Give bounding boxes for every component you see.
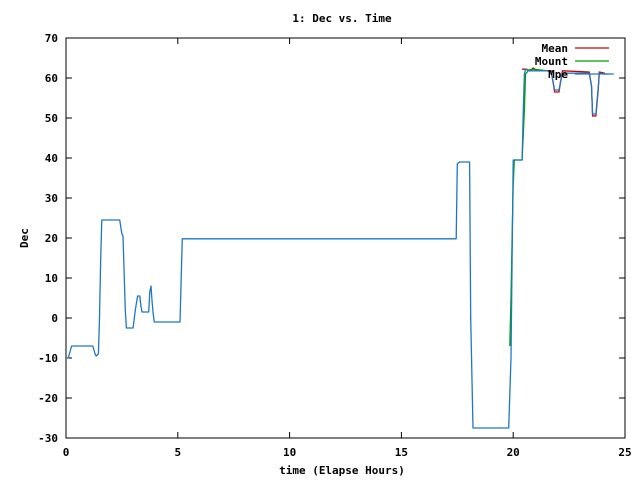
series-lines <box>66 67 614 429</box>
y-tick-label: -10 <box>38 352 58 365</box>
x-tick-label: 10 <box>283 446 296 459</box>
legend-label: Mount <box>535 55 568 68</box>
x-tick-label: 25 <box>618 446 631 459</box>
y-axis-label: Dec <box>18 228 31 248</box>
y-tick-label: 30 <box>45 192 58 205</box>
chart-title: 1: Dec vs. Time <box>292 12 392 25</box>
legend-label: Mpe <box>548 68 568 81</box>
series-line-mean <box>522 67 606 117</box>
y-tick-label: 50 <box>45 112 58 125</box>
y-tick-label: 0 <box>51 312 58 325</box>
x-tick-label: 20 <box>507 446 520 459</box>
axis-ticks: 0 5 10 15 20 25 -30 -20 -10 0 10 20 30 40 50 60 70 <box>38 32 632 459</box>
y-tick-label: 20 <box>45 232 58 245</box>
x-tick-label: 0 <box>63 446 70 459</box>
y-tick-label: 70 <box>45 32 58 45</box>
series-line-mpe <box>66 68 614 429</box>
plot-area-frame <box>65 37 626 439</box>
y-tick-label: 10 <box>45 272 58 285</box>
x-axis-label: time (Elapse Hours) <box>279 464 405 477</box>
y-tick-label: -20 <box>38 392 58 405</box>
y-tick-label: 60 <box>45 72 58 85</box>
x-tick-label: 15 <box>395 446 408 459</box>
y-tick-label: -30 <box>38 432 58 445</box>
x-tick-label: 5 <box>174 446 181 459</box>
y-tick-label: 40 <box>45 152 58 165</box>
series-line-mount <box>509 68 547 347</box>
legend-label: Mean <box>542 42 569 55</box>
